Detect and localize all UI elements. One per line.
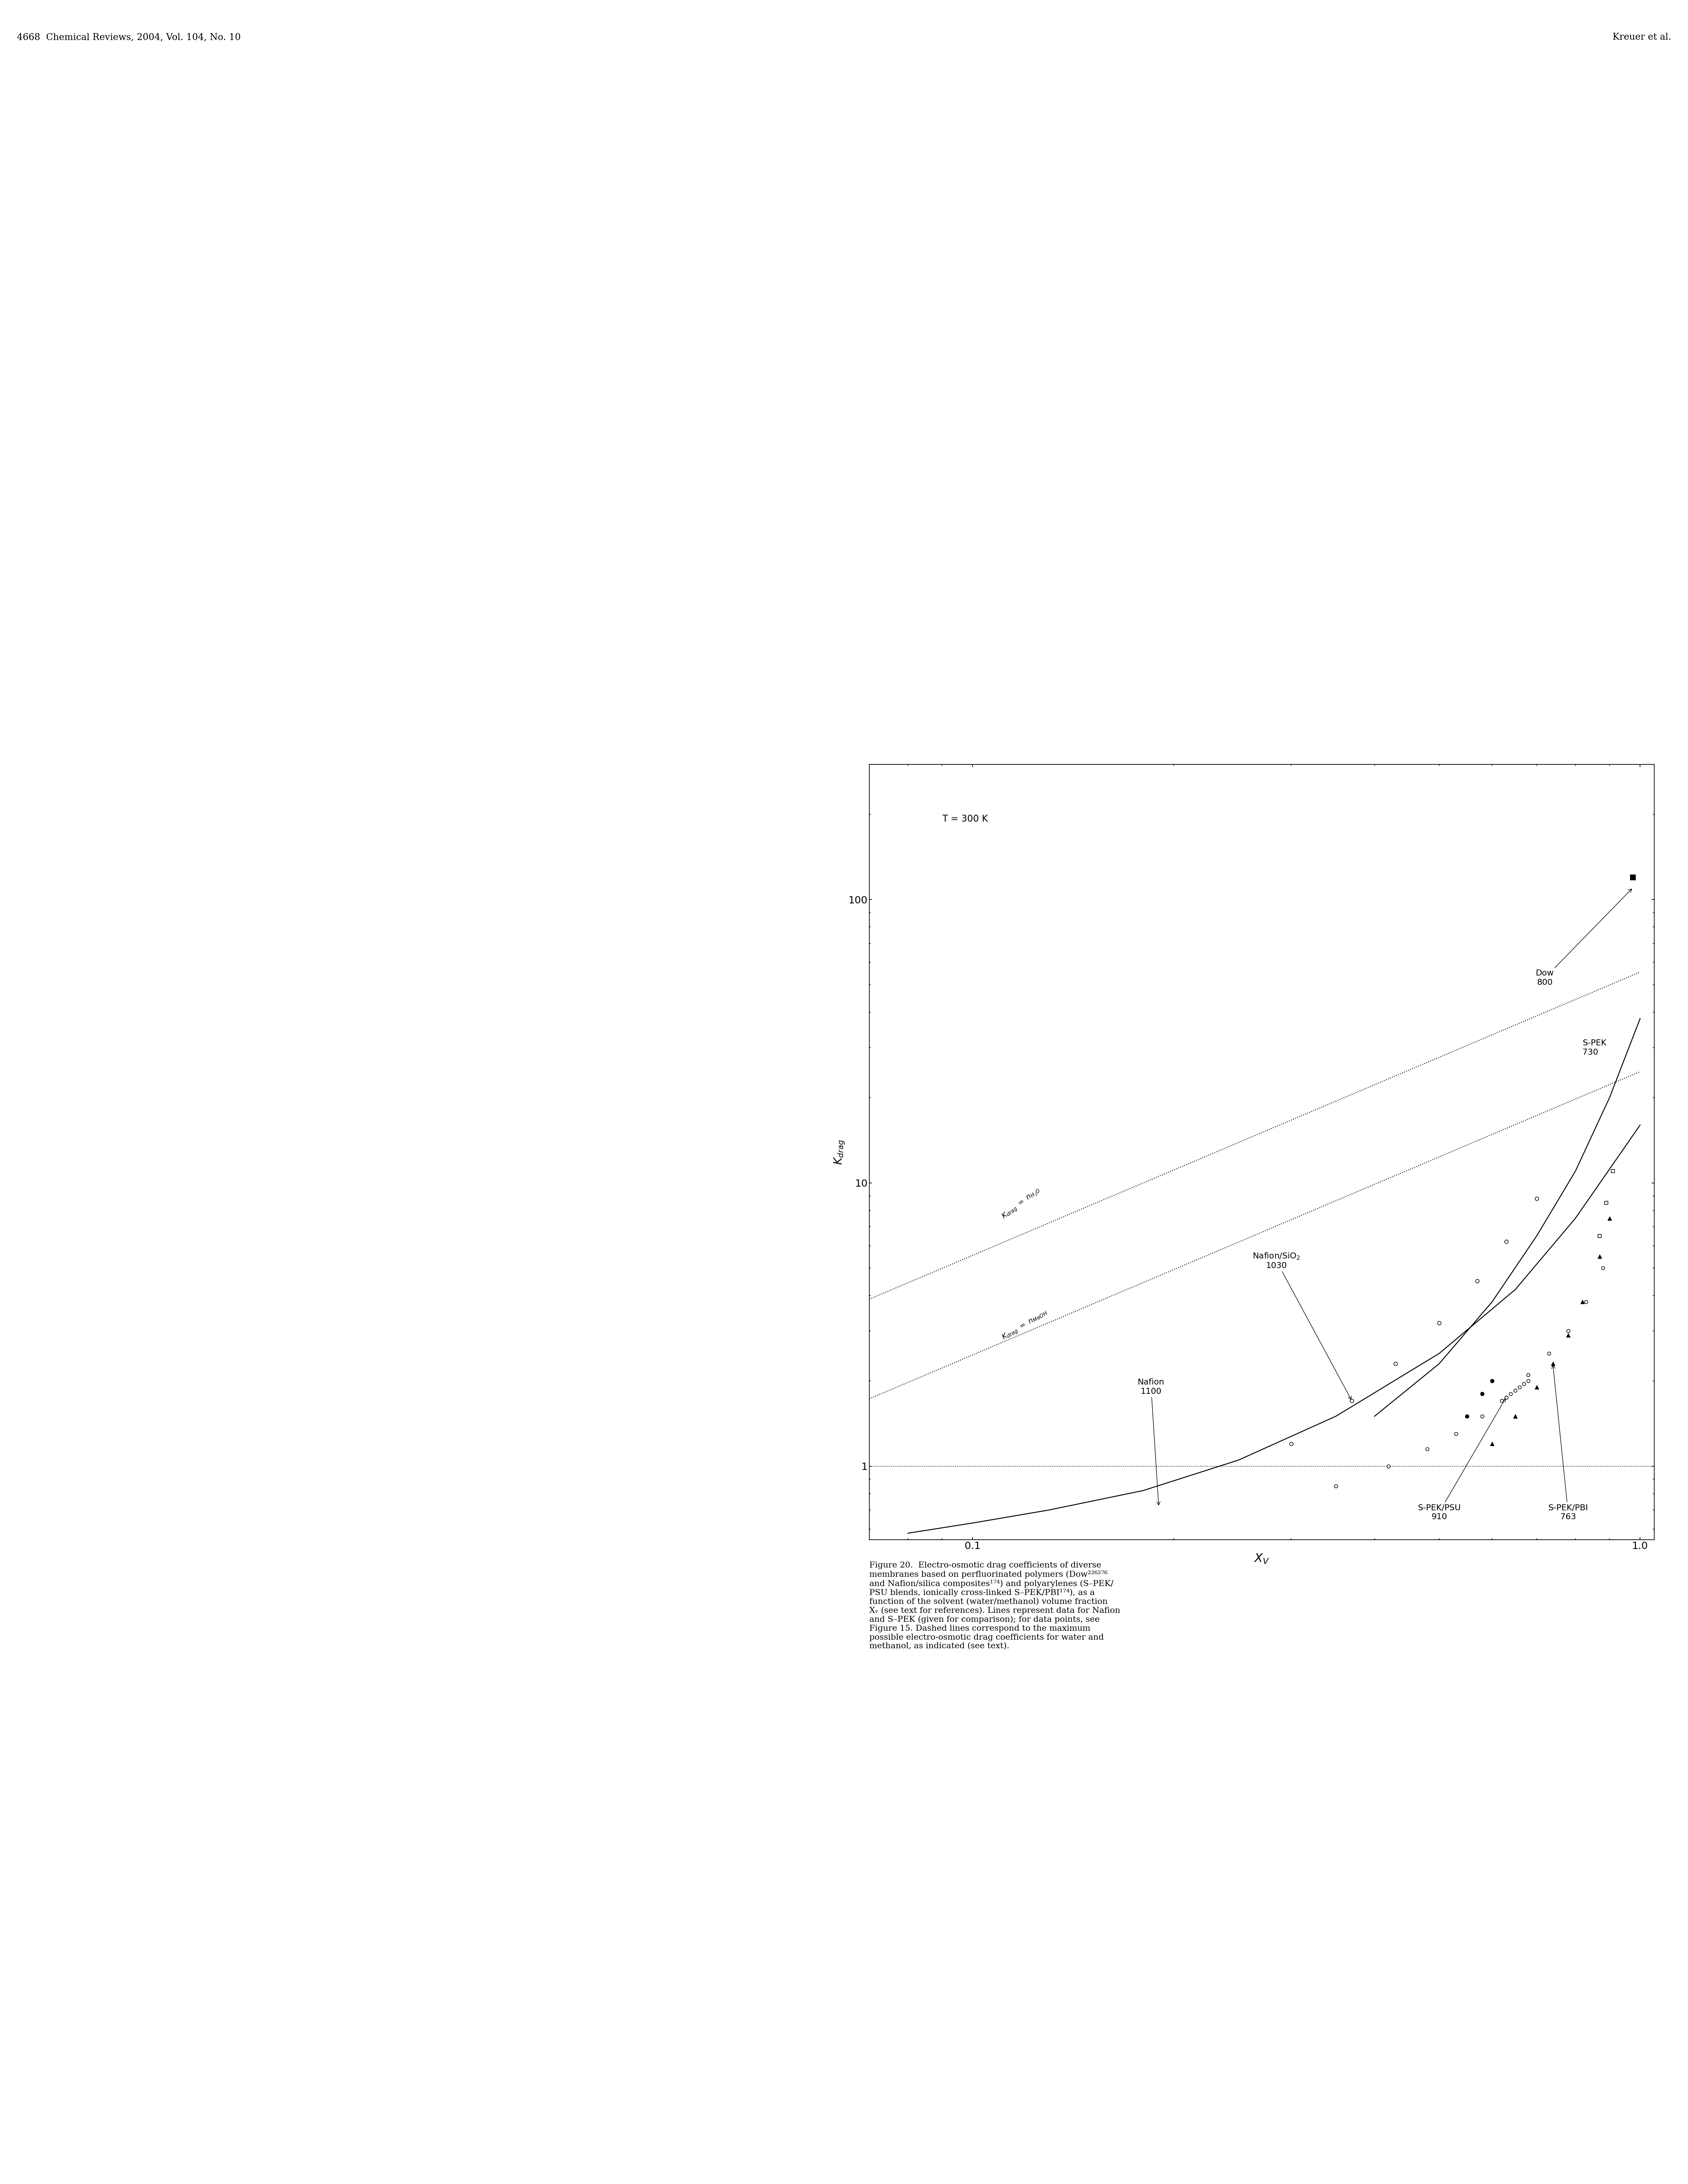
- Point: [1619, 860, 1646, 895]
- Text: Nafion/SiO$_2$
1030: Nafion/SiO$_2$ 1030: [1252, 1251, 1350, 1400]
- Point: [1587, 1238, 1614, 1273]
- Point: [1443, 1417, 1470, 1452]
- Point: [1322, 1468, 1349, 1503]
- Point: [1479, 1426, 1506, 1461]
- Text: S-PEK/PSU
910: S-PEK/PSU 910: [1418, 1398, 1506, 1520]
- Point: [1415, 1431, 1442, 1465]
- Point: [1469, 1376, 1496, 1411]
- Text: Figure 20.  Electro-osmotic drag coefficients of diverse
membranes based on perf: Figure 20. Electro-osmotic drag coeffici…: [869, 1562, 1121, 1649]
- Point: [1536, 1337, 1563, 1372]
- Point: [1514, 1363, 1541, 1398]
- Point: [1506, 1369, 1533, 1404]
- Point: [1492, 1380, 1519, 1415]
- Point: [1599, 1153, 1626, 1188]
- Point: [1463, 1265, 1491, 1299]
- Point: [1523, 1369, 1550, 1404]
- Point: [1539, 1345, 1566, 1380]
- Text: Nafion
1100: Nafion 1100: [1138, 1378, 1165, 1505]
- Point: [1426, 1306, 1453, 1341]
- Point: [1523, 1182, 1550, 1216]
- Text: 4668  Chemical Reviews, 2004, Vol. 104, No. 10: 4668 Chemical Reviews, 2004, Vol. 104, N…: [17, 33, 241, 41]
- Point: [1492, 1225, 1519, 1260]
- Text: Dow
800: Dow 800: [1536, 889, 1632, 987]
- Text: S-PEK
730: S-PEK 730: [1583, 1040, 1607, 1057]
- Point: [1593, 1186, 1620, 1221]
- Point: [1570, 1284, 1597, 1319]
- Y-axis label: $K_{drag}$: $K_{drag}$: [832, 1140, 846, 1164]
- Point: [1514, 1358, 1541, 1393]
- X-axis label: $\mathit{X}_V$: $\mathit{X}_V$: [1254, 1553, 1269, 1564]
- Text: $K_{drag}\ =\ n_{MeOH}$: $K_{drag}\ =\ n_{MeOH}$: [1001, 1308, 1048, 1343]
- Point: [1278, 1426, 1305, 1461]
- Point: [1511, 1367, 1538, 1402]
- Point: [1587, 1219, 1614, 1254]
- Point: [1469, 1398, 1496, 1433]
- Point: [1376, 1448, 1403, 1483]
- Point: [1492, 1380, 1519, 1415]
- Point: [1382, 1345, 1409, 1380]
- Point: [1453, 1398, 1480, 1433]
- Text: $K_{drag}\ =\ n_{H_2O}$: $K_{drag}\ =\ n_{H_2O}$: [1001, 1186, 1041, 1221]
- Point: [1479, 1363, 1506, 1398]
- Point: [1497, 1376, 1524, 1411]
- Point: [1590, 1251, 1617, 1286]
- Point: [1502, 1398, 1529, 1433]
- Text: Kreuer et al.: Kreuer et al.: [1612, 33, 1671, 41]
- Point: [1489, 1382, 1516, 1417]
- Text: S-PEK/PBI
763: S-PEK/PBI 763: [1548, 1365, 1588, 1520]
- Point: [1597, 1201, 1624, 1236]
- Point: [1555, 1313, 1582, 1348]
- Point: [1502, 1374, 1529, 1409]
- Text: T = 300 K: T = 300 K: [942, 815, 987, 823]
- Point: [1573, 1284, 1600, 1319]
- Point: [1339, 1382, 1366, 1417]
- Point: [1555, 1317, 1582, 1352]
